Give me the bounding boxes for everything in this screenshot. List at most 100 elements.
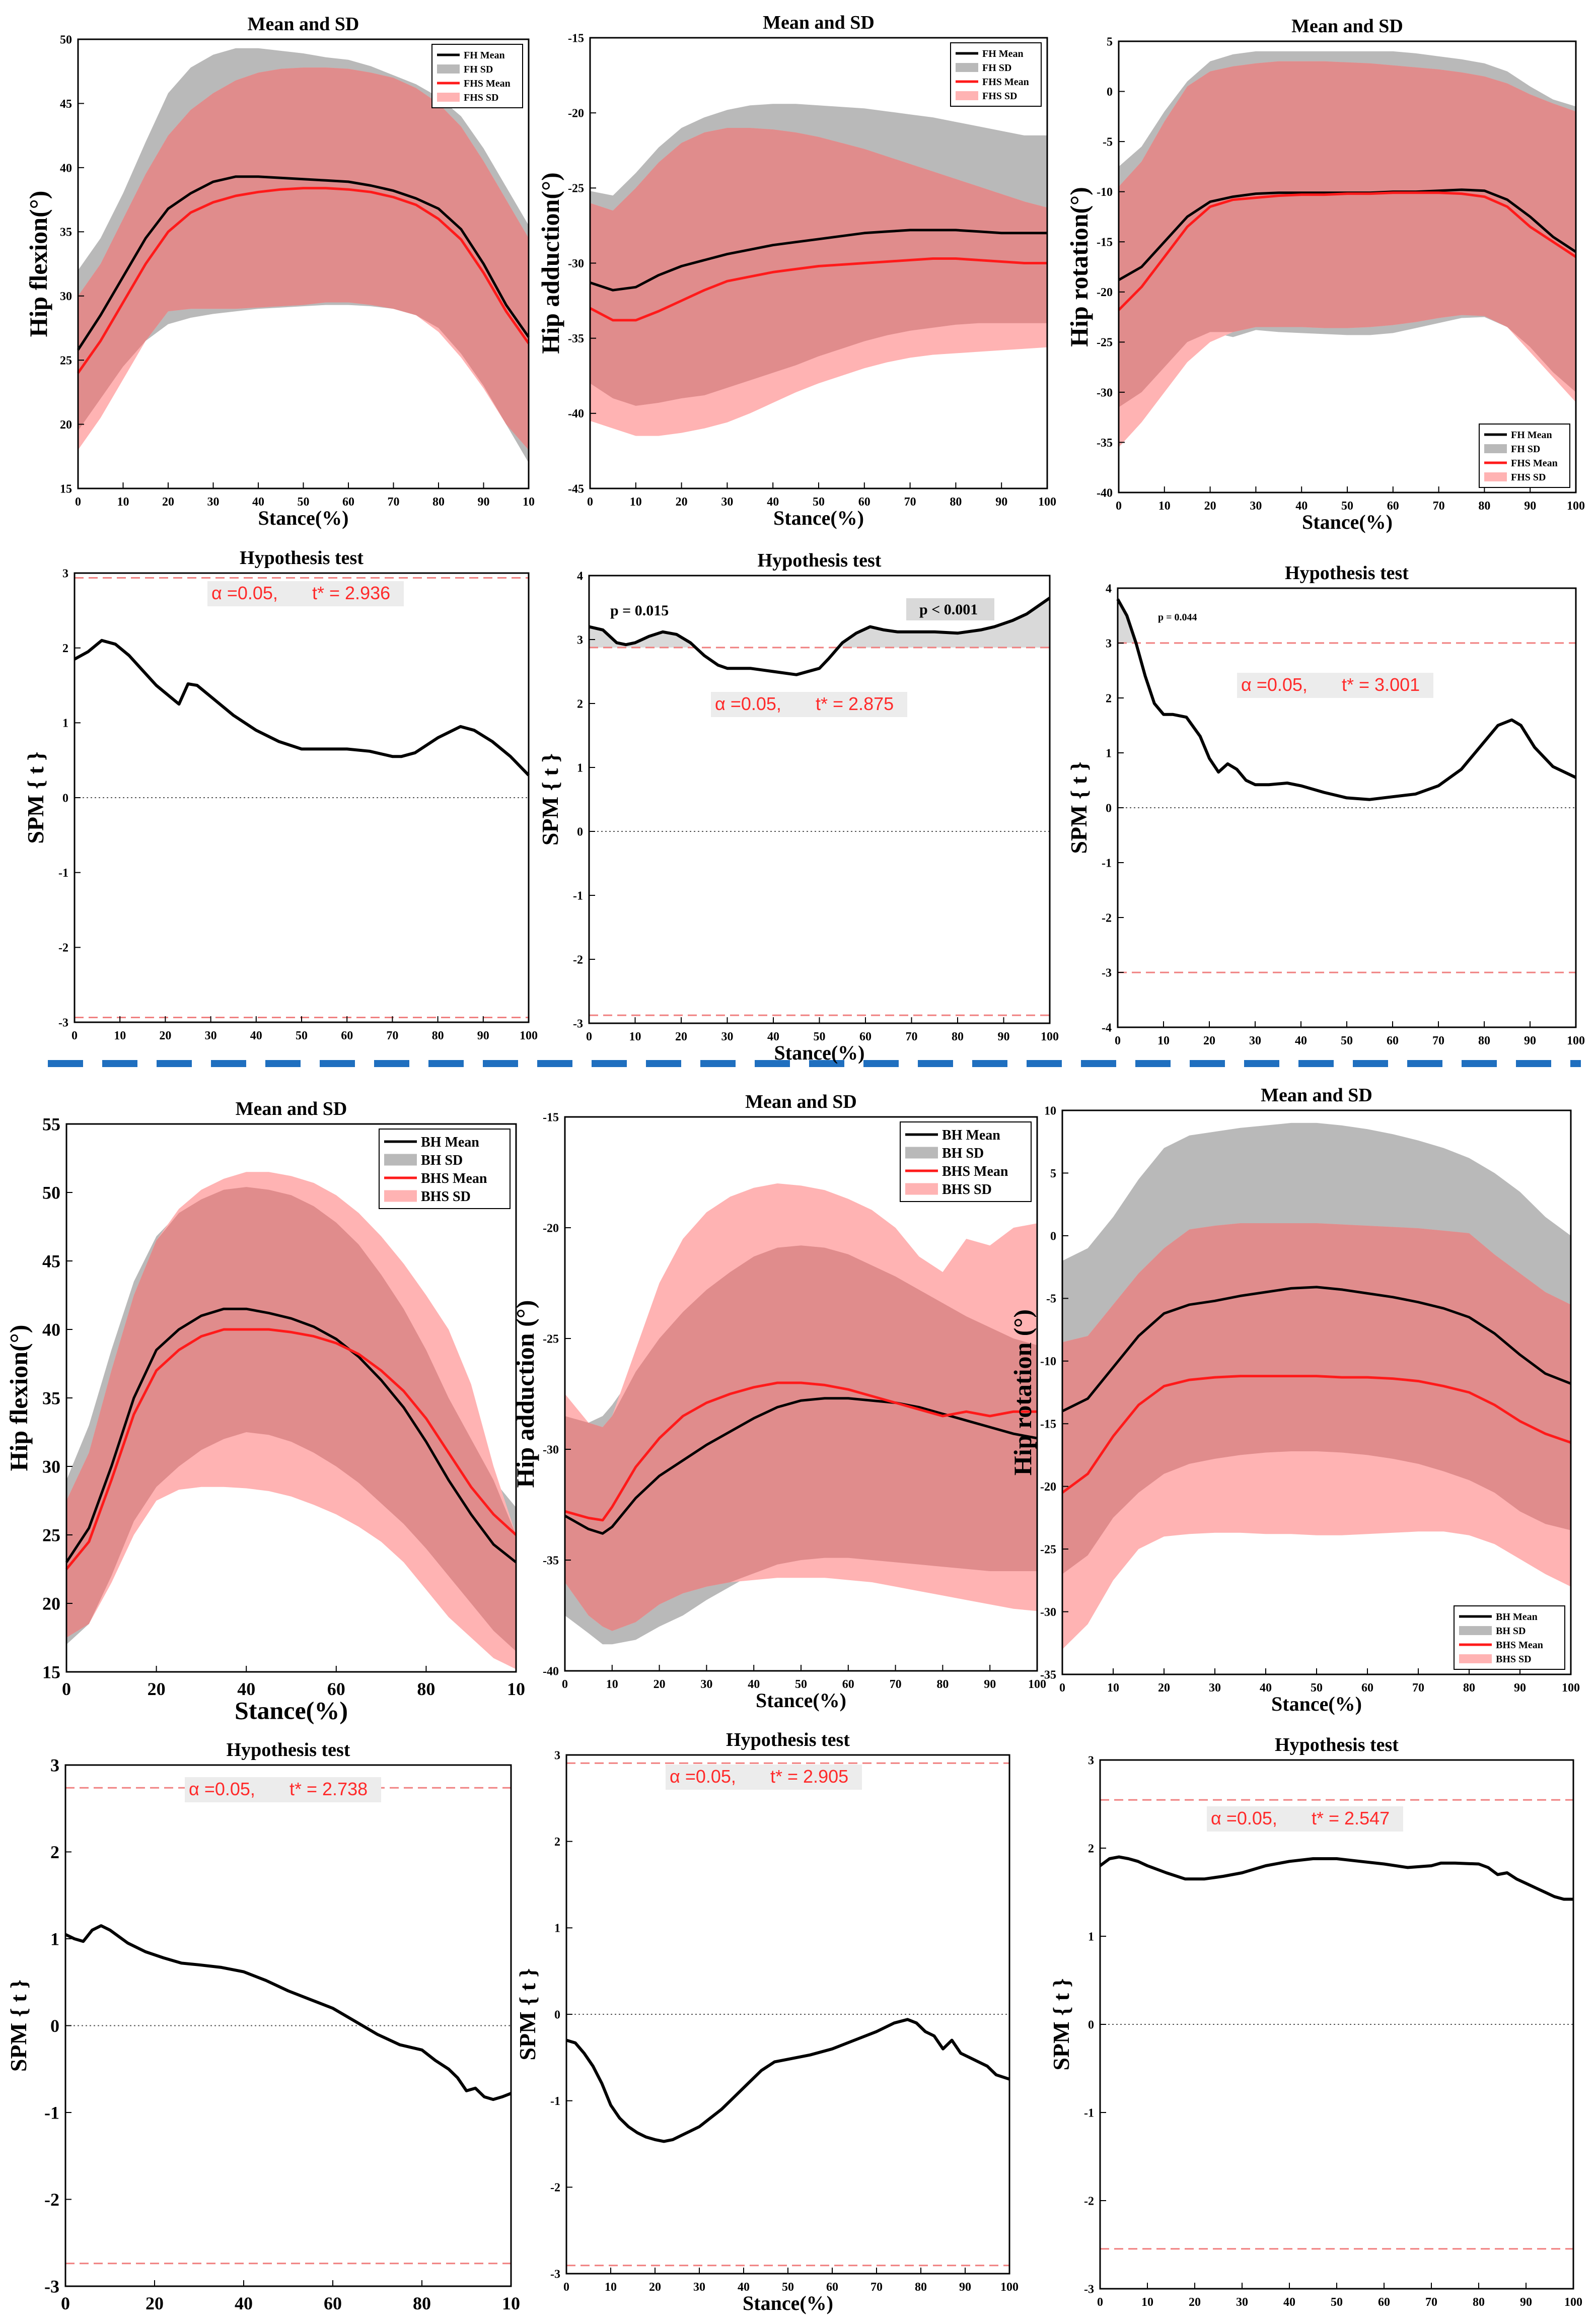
x-tick-label: 0 <box>1115 1034 1121 1047</box>
panel-title: Mean and SD <box>745 1091 857 1112</box>
x-tick-label: 50 <box>296 1029 308 1042</box>
panel-b1: 0 10 20 30 40 50 60 70 80 90 100 -3 -2 -1 0 1 2 3 Hypothes… <box>23 547 538 1042</box>
x-tick-label: 90 <box>477 1029 489 1042</box>
spm-t-curve <box>74 639 530 777</box>
x-axis-label: Stance(%) <box>773 507 864 529</box>
tstar-annotation: t* = 2.875 <box>816 693 894 714</box>
legend-swatch-patch <box>437 93 460 102</box>
x-tick-label: 20 <box>1158 1681 1170 1695</box>
group2-mean-line <box>589 257 1047 322</box>
legend-label: FHS SD <box>464 92 498 103</box>
y-tick-label: 3 <box>1106 637 1112 650</box>
x-tick-label: 0 <box>71 1029 78 1042</box>
x-tick-label: 70 <box>386 1029 398 1042</box>
y-tick-label: 45 <box>60 98 72 111</box>
tstar-annotation: t* = 2.936 <box>312 583 390 603</box>
annotation-bg <box>666 1765 862 1790</box>
x-tick-label: 20 <box>148 1679 166 1699</box>
x-tick-label: 0 <box>75 496 81 509</box>
x-tick-label: 20 <box>675 1030 687 1043</box>
x-tick-label: 90 <box>1524 500 1536 513</box>
sd-overlap-band <box>78 67 529 450</box>
x-tick-label: 10 <box>630 496 642 509</box>
y-tick-label: -35 <box>568 332 584 345</box>
y-tick-label: 3 <box>1088 1754 1094 1767</box>
y-axis-label: Hip flexion(°) <box>24 191 52 337</box>
x-tick-label: 90 <box>995 496 1007 509</box>
x-tick-label: 90 <box>998 1030 1010 1043</box>
y-tick-label: -40 <box>1097 486 1113 500</box>
x-tick-label: 10 <box>1158 500 1171 513</box>
y-axis-label: Hip rotation (°) <box>1008 1309 1037 1475</box>
x-tick-label: 50 <box>1311 1681 1323 1695</box>
x-tick-label: 90 <box>1524 1034 1536 1047</box>
panel-a1: 0 10 20 30 40 50 60 70 80 90 10 15 20 25 30 35 40 45 50 Mea… <box>24 14 535 529</box>
group1-mean-line <box>1061 1286 1571 1413</box>
y-tick-label: -25 <box>543 1332 559 1346</box>
y-tick-label: 20 <box>60 418 72 432</box>
y-tick-label: 3 <box>554 1749 560 1762</box>
y-tick-label: -15 <box>543 1111 559 1124</box>
x-tick-label: 70 <box>1432 1034 1444 1047</box>
sd-overlap-band <box>1119 61 1576 407</box>
y-tick-label: -15 <box>1040 1418 1056 1431</box>
x-tick-label: 40 <box>250 1029 262 1042</box>
x-tick-label: 20 <box>159 1029 171 1042</box>
y-tick-label: 1 <box>1106 747 1112 760</box>
y-tick-label: -1 <box>44 2103 59 2123</box>
p-value-label: p = 0.015 <box>610 602 669 619</box>
y-tick-label: 5 <box>1050 1167 1056 1180</box>
x-tick-label: 70 <box>904 496 916 509</box>
y-tick-label: 15 <box>42 1662 60 1682</box>
alpha-annotation: α =0.05, <box>670 1766 736 1787</box>
x-tick-label: 100 <box>1564 2296 1582 2309</box>
x-tick-label: 0 <box>1097 2296 1103 2309</box>
y-tick-label: 2 <box>50 1842 59 1862</box>
spm-t-curve <box>64 1924 512 2101</box>
group1-mean-line <box>65 1307 517 1564</box>
y-tick-label: -3 <box>1102 966 1112 979</box>
legend-swatch-patch <box>1484 472 1507 481</box>
legend-label: FH Mean <box>1511 430 1552 441</box>
y-tick-label: -25 <box>1040 1543 1056 1557</box>
panel-d3: 0 10 20 30 40 50 60 70 80 90 100 -3 -2 -1 0 1 2 3 Hypothes… <box>1048 1734 1582 2309</box>
y-axis-label: SPM { t } <box>515 1968 540 2060</box>
legend-label: FH SD <box>464 64 493 75</box>
y-tick-label: 25 <box>60 355 72 368</box>
legend-label: FH SD <box>1511 444 1540 455</box>
legend-label: FH Mean <box>982 48 1024 59</box>
y-tick-label: -30 <box>543 1443 559 1456</box>
panel-title: Hypothesis test <box>1275 1734 1399 1755</box>
x-tick-label: 40 <box>1260 1681 1272 1695</box>
y-tick-label: 0 <box>1088 2018 1094 2031</box>
panel-title: Mean and SD <box>1261 1085 1372 1106</box>
annotation-bg <box>711 692 907 717</box>
y-tick-label: 0 <box>577 825 583 838</box>
x-tick-label: 60 <box>1387 1034 1399 1047</box>
x-tick-label: 60 <box>341 1029 353 1042</box>
x-tick-label: 20 <box>1204 500 1216 513</box>
y-tick-label: -30 <box>568 257 584 270</box>
y-tick-label: 0 <box>62 792 68 805</box>
x-tick-label: 80 <box>915 2281 927 2294</box>
x-tick-label: 70 <box>906 1030 918 1043</box>
panel-b2: 0 10 20 30 40 50 60 70 80 90 100 -3 -2 -1 0 1 2 3 4 Hypothe… <box>537 550 1059 1064</box>
y-tick-label: 5 <box>1107 35 1113 48</box>
y-tick-label: -35 <box>1097 437 1113 450</box>
y-tick-label: 1 <box>1088 1930 1094 1943</box>
legend-label: FH Mean <box>464 50 505 61</box>
x-tick-label: 60 <box>1378 2296 1390 2309</box>
y-tick-label: -15 <box>568 32 584 45</box>
y-tick-label: -5 <box>1103 136 1113 149</box>
y-tick-label: 0 <box>50 2016 59 2036</box>
x-axis-label: Stance(%) <box>743 2292 833 2314</box>
y-tick-label: -3 <box>573 1017 583 1030</box>
y-tick-label: -35 <box>1040 1668 1056 1681</box>
y-axis-label: Hip adduction (°) <box>511 1300 539 1488</box>
y-tick-label: 2 <box>1088 1842 1094 1855</box>
legend-swatch-patch <box>905 1183 938 1195</box>
x-tick-label: 40 <box>738 2281 750 2294</box>
x-tick-label: 80 <box>952 1030 964 1043</box>
x-tick-label: 70 <box>870 2281 883 2294</box>
panel-a3: 0 10 20 30 40 50 60 70 80 90 100-40-35-30-25-20-15… <box>1065 16 1585 533</box>
